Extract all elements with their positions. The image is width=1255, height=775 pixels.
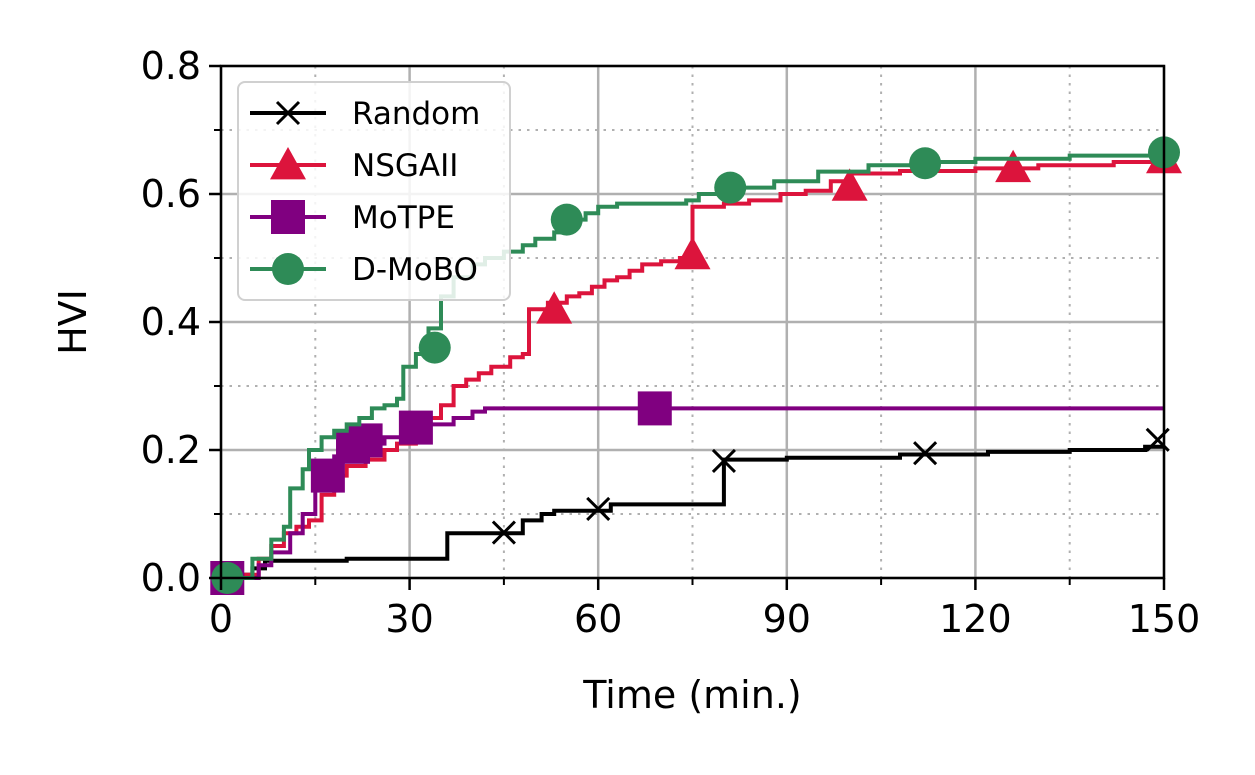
series-motpe-marker [637,391,672,426]
legend-marker-d-mobo [272,253,304,285]
y-tick-label: 0.6 [141,172,201,216]
series-motpe-marker [398,410,433,445]
series-random-marker [913,441,938,466]
series-random-marker [711,448,736,473]
x-tick-label: 30 [385,597,433,641]
x-tick-label: 120 [939,597,1012,641]
legend-marker-nsgaii [270,147,306,180]
y-tick-label: 0.0 [141,556,201,600]
legend: Random NSGAII MoTPE D-MoBO [237,81,511,301]
series-nsgaii-marker [536,291,573,324]
y-tick-label: 0.4 [141,300,201,344]
legend-label-nsgaii: NSGAII [352,148,458,184]
x-tick-label: 0 [209,597,233,641]
legend-marker-random [275,100,301,126]
series-random-marker [491,520,516,545]
series-d-mobo-marker [418,331,451,364]
y-tick-label: 0.8 [141,44,201,88]
x-tick-label: 90 [763,597,811,641]
legend-label-random: Random [352,96,480,132]
series-nsgaii-marker [831,168,868,201]
series-nsgaii-marker [995,149,1032,183]
x-axis-label: Time (min.) [582,673,801,717]
series-nsgaii-line-group [221,160,1164,580]
series-d-mobo-marker [909,147,942,180]
legend-label-d-mobo: D-MoBO [352,252,478,288]
legend-marker-motpe [271,200,305,234]
series-random-marker [586,496,611,521]
series-nsgaii-marker [674,236,711,270]
series-nsgaii-line [221,160,1164,580]
x-tick-label: 60 [574,597,622,641]
series-motpe-marker [310,458,345,493]
y-tick-label: 0.2 [141,428,201,472]
series-d-mobo-marker [714,171,747,204]
axis-ticks: 0 30 60 90 120 150 0.0 0.2 0.4 0.6 0.8 [141,44,1201,641]
legend-label-motpe: MoTPE [352,200,455,236]
y-axis-label: HVI [51,289,95,355]
legend-box [237,81,511,301]
series-layer [210,136,1182,595]
series-motpe-marker [348,423,383,458]
series-motpe [210,391,1164,595]
series-d-mobo-marker [550,203,583,236]
x-tick-label: 150 [1128,597,1201,641]
